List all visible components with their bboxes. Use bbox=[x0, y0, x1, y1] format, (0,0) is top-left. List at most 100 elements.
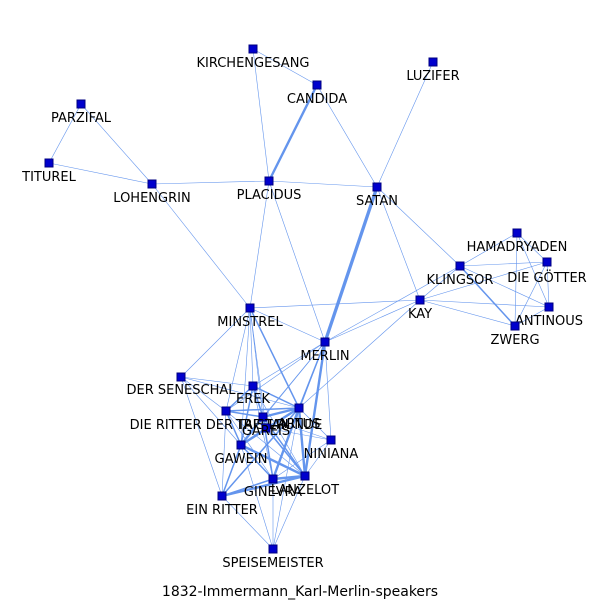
nodes-layer: KIRCHENGESANG CANDIDA LUZIFER PARZIFAL TITUR… bbox=[21, 44, 587, 571]
node-marker-kirchengesang bbox=[248, 44, 258, 54]
node-marker-antinous bbox=[544, 302, 554, 312]
node-speisemeister: SPEISEMEISTER bbox=[222, 544, 324, 571]
edge-gawein-speisemeister bbox=[240, 444, 274, 550]
node-label-zwerg: ZWERG bbox=[490, 333, 539, 348]
edge-die_goetter-kay bbox=[419, 261, 548, 301]
node-marker-klingsor bbox=[455, 261, 465, 271]
node-marker-kay bbox=[415, 295, 425, 305]
edge-minstrel-artus bbox=[249, 307, 300, 409]
node-marker-luzifer bbox=[428, 57, 438, 67]
node-merlin: MERLIN bbox=[300, 337, 350, 364]
edge-merlin-lanzelot bbox=[303, 341, 327, 477]
node-label-der_seneschal: DER SENESCHAL bbox=[126, 383, 236, 398]
node-marker-parzifal bbox=[76, 99, 86, 109]
node-label-niniana: NINIANA bbox=[304, 447, 359, 462]
node-titurel: TITUREL bbox=[21, 158, 77, 185]
node-artus: ARTUS bbox=[278, 403, 320, 432]
edges-layer bbox=[48, 48, 550, 550]
edge-die_ritter-lanzelot bbox=[225, 410, 306, 477]
edge-antinous-zwerg bbox=[514, 306, 550, 327]
edge-placidus-satan bbox=[268, 180, 378, 188]
node-marker-gareis bbox=[261, 423, 271, 433]
edge-artus-lanzelot bbox=[297, 407, 307, 477]
edge-merlin-kay bbox=[324, 299, 421, 343]
edge-die_ritter-artus bbox=[225, 407, 300, 412]
edge-die_ritter-tristan bbox=[225, 410, 264, 418]
node-label-lohengrin: LOHENGRIN bbox=[113, 191, 190, 206]
edge-kay-antinous bbox=[419, 299, 550, 308]
edge-die_ritter-ginevra bbox=[225, 410, 274, 480]
node-marker-merlin bbox=[320, 337, 330, 347]
edge-klingsor-antinous bbox=[459, 265, 550, 308]
node-label-titurel: TITUREL bbox=[21, 170, 76, 185]
edge-der_seneschal-die_ritter bbox=[180, 376, 227, 412]
edge-tristan-niniana bbox=[262, 416, 332, 441]
edge-erek-artus bbox=[252, 385, 300, 409]
edge-die_goetter-antinous bbox=[546, 261, 550, 308]
node-marker-minstrel bbox=[245, 303, 255, 313]
edge-lohengrin-placidus bbox=[151, 180, 270, 185]
edge-satan-merlin bbox=[323, 186, 379, 343]
edge-artus-ein_ritter bbox=[221, 407, 300, 497]
node-label-die_ritter: DIE RITTER DER TAFELRUNDE bbox=[130, 418, 323, 433]
edge-die_ritter-ein_ritter bbox=[221, 410, 227, 497]
edge-candida-satan bbox=[316, 84, 378, 188]
edge-hamadryaden-zwerg bbox=[514, 232, 518, 327]
edge-minstrel-der_seneschal bbox=[180, 307, 251, 378]
edge-der_seneschal-gawein bbox=[180, 376, 242, 446]
edge-placidus-minstrel bbox=[249, 180, 270, 309]
edge-gareis-lanzelot bbox=[265, 427, 306, 477]
edge-kay-artus bbox=[298, 299, 421, 409]
node-marker-speisemeister bbox=[268, 544, 278, 554]
node-marker-die_ritter bbox=[221, 406, 231, 416]
edge-hamadryaden-klingsor bbox=[459, 232, 518, 267]
node-ein_ritter: EIN RITTER bbox=[186, 491, 258, 518]
node-gareis: GAREIS bbox=[242, 423, 290, 439]
node-marker-der_seneschal bbox=[176, 372, 186, 382]
node-label-erek: EREK bbox=[236, 392, 270, 407]
edge-minstrel-die_ritter bbox=[225, 307, 251, 412]
node-label-lanzelot: LANZELOT bbox=[271, 483, 339, 498]
node-zwerg: ZWERG bbox=[490, 321, 540, 348]
edge-artus-tristan bbox=[262, 406, 300, 419]
node-marker-hamadryaden bbox=[512, 228, 522, 238]
node-satan: SATAN bbox=[356, 182, 398, 209]
edge-merlin-niniana bbox=[324, 341, 332, 441]
node-marker-titurel bbox=[44, 158, 54, 168]
node-lanzelot: LANZELOT bbox=[271, 471, 339, 498]
node-label-minstrel: MINSTREL bbox=[217, 315, 283, 330]
node-label-placidus: PLACIDUS bbox=[237, 188, 302, 203]
node-label-kirchengesang: KIRCHENGESANG bbox=[196, 56, 309, 71]
node-label-luzifer: LUZIFER bbox=[406, 69, 459, 84]
edge-minstrel-erek bbox=[249, 307, 254, 387]
node-placidus: PLACIDUS bbox=[237, 176, 302, 203]
edge-lanzelot-speisemeister bbox=[272, 475, 306, 550]
node-ginevra: GINEVRA bbox=[244, 474, 302, 500]
edge-klingsor-zwerg bbox=[459, 265, 516, 327]
node-die_goetter: DIE GÖTTER bbox=[507, 257, 587, 286]
edge-luzifer-satan bbox=[376, 61, 434, 188]
node-label-hamadryaden: HAMADRYADEN bbox=[467, 240, 568, 255]
edge-die_ritter-gawein bbox=[225, 410, 242, 446]
node-marker-zwerg bbox=[510, 321, 520, 331]
edge-ginevra-ein_ritter bbox=[221, 478, 274, 497]
edge-satan-kay bbox=[376, 186, 421, 301]
edge-klingsor-kay bbox=[419, 265, 461, 301]
node-kirchengesang: KIRCHENGESANG bbox=[196, 44, 310, 71]
node-die_ritter: DIE RITTER DER TAFELRUNDE bbox=[130, 406, 323, 433]
edge-placidus-merlin bbox=[268, 180, 326, 343]
node-marker-gawein bbox=[236, 440, 246, 450]
node-niniana: NINIANA bbox=[304, 435, 359, 462]
node-marker-candida bbox=[312, 80, 322, 90]
node-marker-lanzelot bbox=[300, 471, 310, 481]
edge-die_goetter-zwerg bbox=[514, 261, 548, 327]
node-label-klingsor: KLINGSOR bbox=[427, 273, 494, 288]
edge-merlin-tristan bbox=[262, 341, 326, 418]
edge-niniana-ginevra bbox=[272, 439, 332, 480]
node-marker-artus bbox=[294, 403, 304, 413]
edge-parzifal-titurel bbox=[48, 103, 82, 164]
node-label-parzifal: PARZIFAL bbox=[51, 111, 112, 126]
node-label-kay: KAY bbox=[408, 307, 432, 322]
node-label-die_goetter: DIE GÖTTER bbox=[507, 269, 586, 286]
